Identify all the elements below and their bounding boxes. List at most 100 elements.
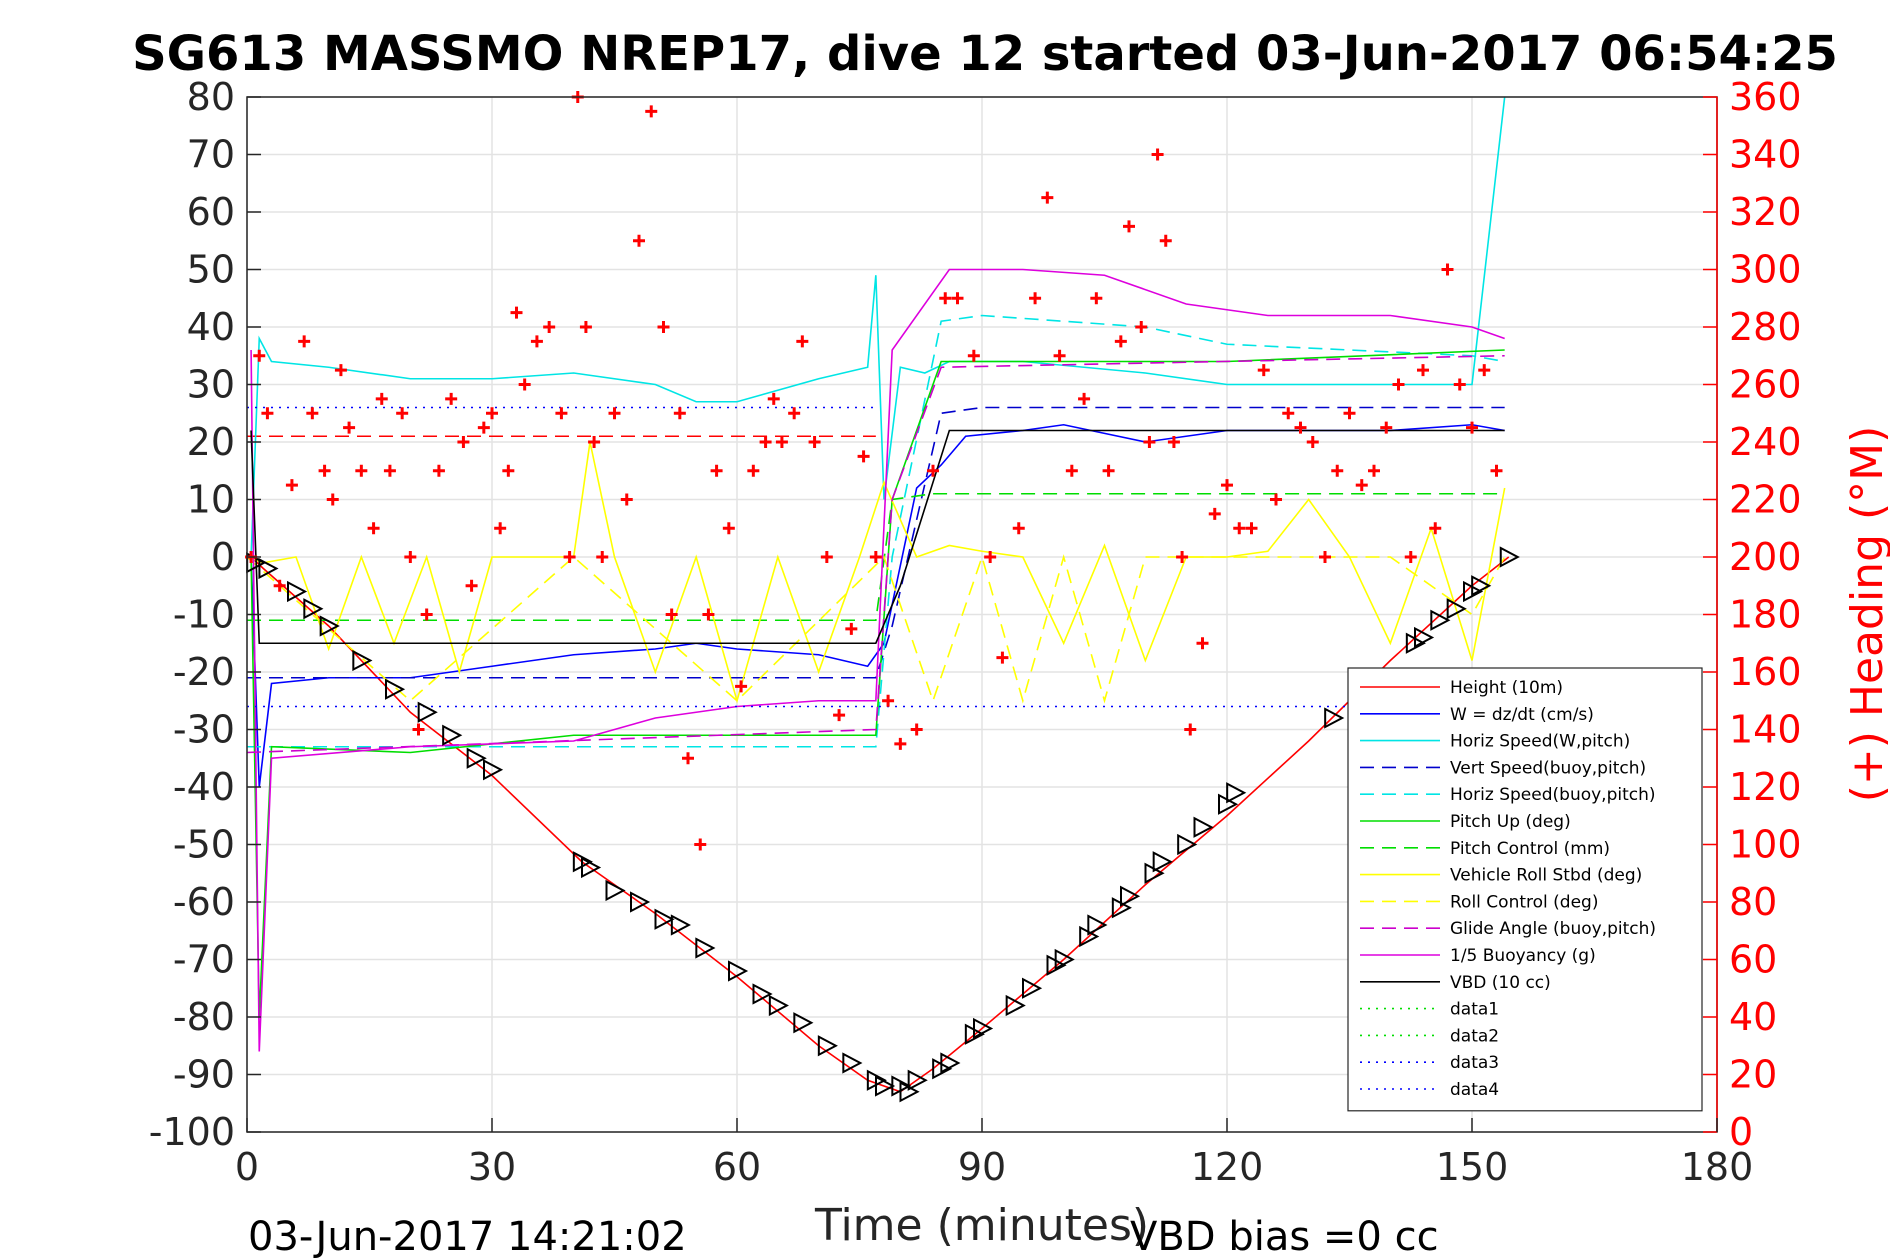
heading-marker — [857, 450, 870, 463]
vertex-marker — [875, 1075, 896, 1097]
heading-marker — [579, 321, 592, 333]
left-tick-label: 20 — [187, 420, 235, 464]
x-tick-label: 0 — [235, 1145, 259, 1189]
heading-marker — [620, 493, 633, 506]
heading-marker — [694, 838, 707, 851]
heading-marker — [1041, 191, 1054, 204]
heading-marker — [759, 436, 772, 448]
heading-marker — [1270, 493, 1282, 506]
right-tick-label: 60 — [1729, 938, 1777, 982]
left-tick-label: -40 — [173, 765, 235, 809]
vertex-marker — [1005, 994, 1026, 1017]
right-tick-label: 220 — [1729, 478, 1802, 522]
heading-marker — [984, 551, 997, 563]
right-tick-label: 140 — [1729, 708, 1802, 752]
legend-label-0: Height (10m) — [1450, 678, 1563, 698]
right-axis: 3603403203002802602402202001801601401201… — [1703, 75, 1802, 1154]
heading-marker — [261, 407, 274, 420]
heading-marker — [563, 551, 576, 563]
heading-marker — [1441, 263, 1454, 276]
heading-marker — [457, 436, 470, 448]
series-line-2 — [250, 96, 1506, 558]
heading-marker — [1184, 723, 1197, 736]
right-tick-label: 80 — [1729, 880, 1777, 924]
series-line-9 — [246, 354, 1505, 754]
heading-marker — [882, 694, 895, 707]
heading-marker — [657, 321, 670, 333]
heading-marker — [1490, 464, 1503, 477]
legend-label-5: Pitch Up (deg) — [1450, 812, 1571, 832]
vertex-marker — [654, 908, 675, 930]
left-tick-label: -100 — [149, 1110, 235, 1154]
vertex-marker — [581, 856, 602, 879]
heading-marker — [1404, 551, 1417, 563]
right-tick-label: 260 — [1729, 363, 1802, 407]
left-tick-label: -80 — [173, 995, 235, 1039]
heading-marker — [747, 464, 760, 477]
heading-marker — [608, 407, 621, 420]
right-tick-label: 100 — [1729, 823, 1802, 867]
heading-marker — [383, 464, 396, 477]
heading-marker — [253, 349, 266, 362]
legend-label-9: Glide Angle (buoy,pitch) — [1450, 919, 1656, 939]
vertex-marker — [1414, 626, 1435, 649]
vertex-marker — [728, 960, 749, 982]
heading-marker — [796, 335, 809, 348]
heading-marker — [1306, 436, 1319, 448]
left-tick-label: 70 — [187, 133, 235, 177]
vertex-marker — [1446, 598, 1467, 620]
x-axis: 0 30 60 90 120 150 180 — [235, 1118, 1753, 1189]
right-tick-label: 20 — [1729, 1053, 1777, 1097]
heading-marker — [633, 234, 645, 247]
heading-marker — [326, 493, 339, 506]
right-tick-label: 0 — [1729, 1110, 1753, 1154]
vertex-marker — [1226, 782, 1247, 804]
heading-marker — [420, 608, 433, 621]
left-tick-label: 0 — [211, 535, 235, 579]
legend: Height (10m) W = dz/dt (cm/s) Horiz Speed(… — [1347, 667, 1703, 1112]
heading-marker — [1294, 421, 1307, 434]
heading-marker — [845, 622, 858, 635]
right-tick-label: 40 — [1729, 995, 1777, 1039]
legend-label-8: Roll Control (deg) — [1450, 892, 1598, 912]
series-line-5 — [250, 349, 1505, 1018]
heading-marker — [306, 407, 319, 420]
legend-label-7: Vehicle Roll Stbd (deg) — [1450, 866, 1642, 886]
left-tick-label: 80 — [187, 75, 235, 119]
series-lines — [246, 96, 1510, 1093]
heading-marker — [1029, 292, 1042, 305]
heading-marker — [1429, 522, 1442, 535]
vertex-marker — [1120, 885, 1141, 907]
x-axis-label: Time (minutes) — [814, 1200, 1149, 1251]
heading-marker — [432, 464, 445, 477]
heading-marker — [1208, 507, 1221, 520]
heading-marker — [1282, 407, 1295, 420]
heading-marker — [1167, 436, 1180, 448]
heading-marker — [404, 551, 417, 563]
heading-marker — [735, 680, 748, 693]
heading-marker — [596, 551, 609, 563]
heading-marker — [555, 407, 568, 420]
series-line-0 — [250, 556, 1510, 1093]
vertex-marker — [670, 914, 691, 936]
vertex-marker — [1471, 575, 1492, 597]
vertex-marker — [417, 701, 438, 723]
legend-label-15: data4 — [1450, 1080, 1499, 1100]
right-tick-label: 340 — [1729, 133, 1802, 177]
left-tick-label: 60 — [187, 190, 235, 234]
left-tick-label: -20 — [173, 650, 235, 694]
heading-marker — [298, 335, 311, 348]
heading-marker — [1233, 522, 1246, 535]
heading-marker — [673, 407, 686, 420]
footer-timestamp: 03-Jun-2017 14:21:02 — [248, 1214, 687, 1260]
heading-marker — [682, 752, 694, 765]
right-tick-label: 280 — [1729, 305, 1802, 349]
right-tick-label: 360 — [1729, 75, 1802, 119]
heading-marker — [1319, 551, 1331, 563]
heading-marker — [477, 421, 490, 434]
heading-marker — [1221, 479, 1233, 492]
heading-marker — [645, 105, 658, 118]
vertex-marker — [1499, 546, 1520, 568]
heading-marker — [1090, 292, 1103, 305]
